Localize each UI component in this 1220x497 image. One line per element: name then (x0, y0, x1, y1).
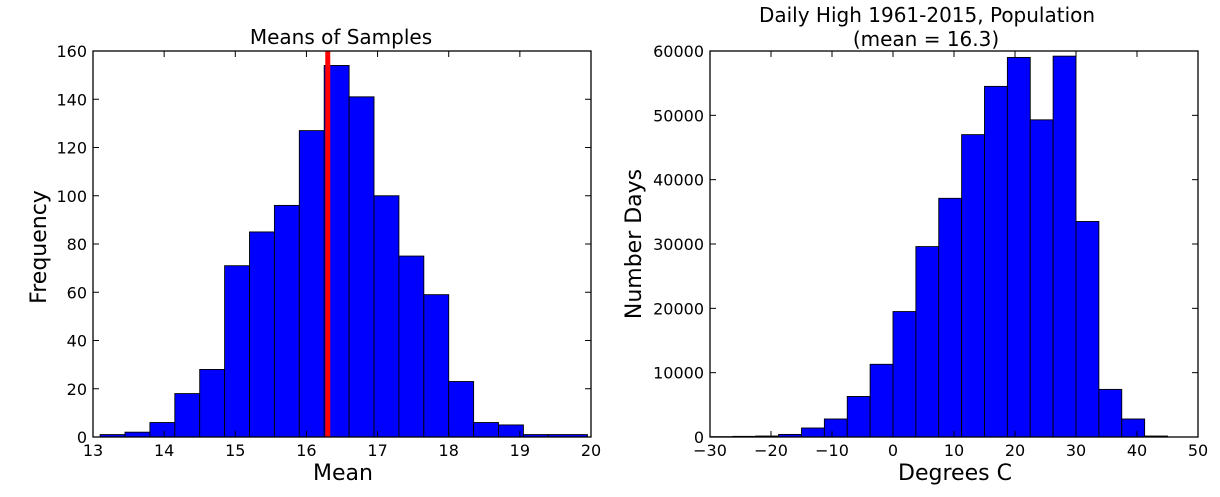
x-tick-label: 19 (510, 441, 530, 460)
y-tick-label: 80 (67, 235, 87, 254)
y-tick-label: 60000 (653, 42, 704, 61)
x-tick-label: 20 (581, 441, 601, 460)
histogram-bar (348, 96, 375, 438)
histogram-bar (961, 134, 985, 438)
x-tick-label: −20 (754, 441, 788, 460)
bars (99, 65, 588, 438)
histogram-bar (373, 195, 400, 438)
x-axis-label: Mean (313, 461, 373, 486)
histogram-bar (1029, 119, 1054, 438)
y-tick-label: 100 (56, 187, 87, 206)
chart-subtitle: (mean = 16.3) (853, 27, 999, 51)
histogram-bar (398, 255, 425, 438)
y-axis-label: Frequency (27, 190, 52, 304)
chart-title: Means of Samples (250, 25, 432, 49)
y-tick-label: 10000 (653, 364, 704, 383)
histogram-bar (199, 369, 226, 438)
ticks: 13 14 15 16 17 18 19 20 0 20 40 60 80 100 120 140 160 (56, 42, 601, 460)
y-tick-label: 0 (694, 428, 704, 447)
x-tick-label: 30 (1066, 441, 1086, 460)
histogram-bar (801, 427, 825, 438)
x-tick-label: 15 (225, 441, 245, 460)
plot-frame (709, 50, 1199, 438)
histogram-bar (1098, 388, 1123, 438)
x-tick-label: 17 (367, 441, 387, 460)
x-tick-label: 18 (439, 441, 459, 460)
y-tick-label: 30000 (653, 235, 704, 254)
x-tick-label: 16 (296, 441, 316, 460)
histogram-bar (869, 363, 894, 438)
histogram-bar (1121, 418, 1146, 438)
y-tick-label: 60 (67, 283, 87, 302)
x-tick-label: −10 (815, 441, 849, 460)
histogram-bar (174, 393, 201, 438)
histogram-bar (938, 197, 963, 438)
y-tick-label: 160 (56, 42, 87, 61)
y-tick-label: 140 (56, 90, 87, 109)
histogram-bar (224, 265, 250, 438)
histogram-bar (298, 130, 325, 438)
plot-frame (92, 50, 592, 438)
y-tick-label: 120 (56, 139, 87, 158)
y-tick-label: 20 (67, 380, 87, 399)
x-axis-label: Degrees C (898, 461, 1012, 486)
histogram-bar (423, 294, 450, 438)
y-tick-label: 0 (77, 428, 87, 447)
x-tick-label: −30 (693, 441, 727, 460)
x-tick-label: 10 (944, 441, 964, 460)
x-tick-label: 0 (888, 441, 898, 460)
chart-means-of-samples: Means of Samples Frequency Mean 13 14 15 16… (27, 25, 601, 486)
y-tick-label: 20000 (653, 299, 704, 318)
histogram-bar (846, 396, 871, 438)
chart-title: Daily High 1961-2015, Population (759, 3, 1095, 27)
histogram-bar (915, 246, 940, 438)
bars (709, 55, 1168, 438)
histogram-bar (1052, 55, 1077, 438)
x-tick-label: 20 (1005, 441, 1025, 460)
histogram-bar (448, 381, 475, 438)
histogram-bar (823, 418, 848, 438)
chart-daily-high-population: Daily High 1961-2015, Population (mean =… (622, 3, 1208, 486)
y-tick-label: 40 (67, 332, 87, 351)
x-tick-label: 50 (1188, 441, 1208, 460)
x-tick-label: 14 (154, 441, 174, 460)
histogram-bar (473, 422, 499, 438)
histogram-bar (984, 85, 1008, 438)
y-tick-label: 50000 (653, 106, 704, 125)
x-tick-label: 40 (1127, 441, 1147, 460)
histogram-bar (1075, 221, 1100, 438)
histogram-bar (892, 311, 917, 438)
y-axis-label: Number Days (622, 169, 647, 319)
histogram-bar (273, 204, 300, 438)
x-tick-label: 13 (83, 441, 103, 460)
histogram-bar (1006, 56, 1031, 438)
y-tick-label: 40000 (653, 171, 704, 190)
histogram-bar (124, 431, 151, 438)
histogram-bar (149, 422, 176, 438)
histogram-bar (249, 231, 275, 438)
